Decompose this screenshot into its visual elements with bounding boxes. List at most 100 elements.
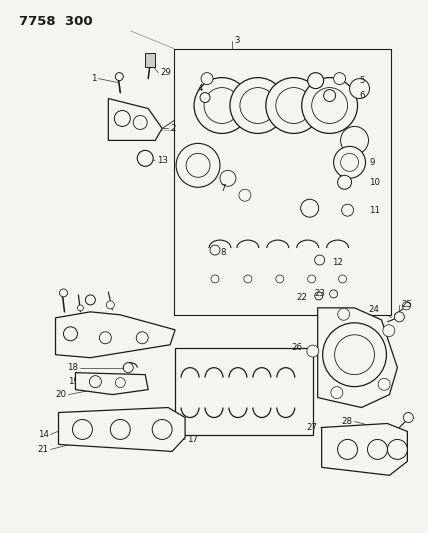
Text: 1: 1: [91, 74, 96, 83]
Circle shape: [114, 110, 130, 126]
Circle shape: [137, 150, 153, 166]
Circle shape: [333, 72, 345, 85]
Circle shape: [204, 87, 240, 124]
Circle shape: [333, 147, 366, 178]
Polygon shape: [185, 76, 374, 255]
Circle shape: [200, 93, 210, 102]
Bar: [175, 348, 313, 435]
Text: 10: 10: [369, 178, 380, 187]
Circle shape: [350, 78, 369, 99]
Polygon shape: [59, 408, 185, 451]
Circle shape: [339, 275, 347, 283]
Circle shape: [307, 345, 319, 357]
Polygon shape: [318, 308, 398, 408]
Circle shape: [341, 126, 369, 155]
Text: 7: 7: [220, 184, 226, 193]
Circle shape: [240, 87, 276, 124]
Circle shape: [301, 199, 319, 217]
Text: 29: 29: [160, 68, 171, 77]
Text: 17: 17: [187, 435, 198, 444]
Circle shape: [331, 386, 343, 399]
Text: 26: 26: [292, 343, 303, 352]
Text: 22: 22: [297, 293, 308, 302]
Circle shape: [266, 78, 322, 133]
Text: 15: 15: [112, 435, 123, 444]
Text: 16: 16: [154, 443, 165, 452]
Circle shape: [211, 275, 219, 283]
Circle shape: [115, 378, 125, 387]
Circle shape: [403, 413, 413, 423]
Circle shape: [186, 154, 210, 177]
Text: 25: 25: [401, 301, 413, 309]
Text: 24: 24: [369, 305, 380, 314]
Text: 4: 4: [198, 84, 203, 93]
Text: 23: 23: [315, 289, 326, 298]
Circle shape: [387, 439, 407, 459]
Circle shape: [106, 301, 114, 309]
Circle shape: [89, 376, 101, 387]
Circle shape: [110, 419, 130, 439]
Bar: [145, 53, 155, 67]
Text: 8: 8: [220, 247, 226, 256]
Circle shape: [338, 175, 351, 189]
Circle shape: [315, 292, 323, 300]
Circle shape: [220, 171, 236, 186]
Text: 13: 13: [157, 156, 168, 165]
Circle shape: [176, 143, 220, 187]
Polygon shape: [108, 99, 162, 140]
Circle shape: [308, 275, 316, 283]
Text: 11: 11: [369, 206, 380, 215]
Circle shape: [402, 302, 410, 310]
Circle shape: [395, 312, 404, 322]
Circle shape: [152, 419, 172, 439]
Circle shape: [323, 323, 386, 386]
Text: 7758  300: 7758 300: [19, 15, 92, 28]
Circle shape: [312, 87, 348, 124]
Circle shape: [302, 78, 357, 133]
Circle shape: [77, 305, 83, 311]
Circle shape: [239, 189, 251, 201]
Circle shape: [201, 72, 213, 85]
Polygon shape: [354, 76, 377, 260]
Text: 19: 19: [68, 377, 78, 386]
Circle shape: [123, 362, 133, 373]
Circle shape: [115, 72, 123, 80]
Bar: [174, 49, 392, 315]
Text: 2: 2: [170, 124, 175, 133]
Polygon shape: [322, 424, 407, 475]
Circle shape: [315, 255, 325, 265]
Text: 12: 12: [332, 257, 343, 266]
Circle shape: [342, 204, 354, 216]
Circle shape: [338, 439, 357, 459]
Circle shape: [210, 245, 220, 255]
Circle shape: [324, 90, 336, 102]
Text: 27: 27: [307, 423, 318, 432]
Text: 5: 5: [360, 76, 365, 85]
Circle shape: [378, 378, 390, 390]
Circle shape: [368, 439, 387, 459]
Circle shape: [99, 332, 111, 344]
Text: 20: 20: [56, 390, 66, 399]
Circle shape: [86, 295, 95, 305]
Polygon shape: [75, 373, 148, 394]
Circle shape: [194, 78, 250, 133]
Circle shape: [133, 116, 147, 130]
Circle shape: [63, 327, 77, 341]
Circle shape: [276, 87, 312, 124]
Text: 21: 21: [38, 445, 48, 454]
Circle shape: [244, 275, 252, 283]
Circle shape: [383, 325, 395, 337]
Text: 18: 18: [68, 363, 78, 372]
Circle shape: [338, 308, 350, 320]
Circle shape: [308, 72, 324, 88]
Circle shape: [230, 78, 286, 133]
Text: 9: 9: [369, 158, 375, 167]
Circle shape: [335, 335, 374, 375]
Text: 14: 14: [38, 430, 48, 439]
Text: 3: 3: [234, 36, 239, 45]
Circle shape: [330, 290, 338, 298]
Circle shape: [341, 154, 359, 171]
Circle shape: [136, 332, 148, 344]
Polygon shape: [190, 255, 357, 280]
Circle shape: [59, 289, 68, 297]
